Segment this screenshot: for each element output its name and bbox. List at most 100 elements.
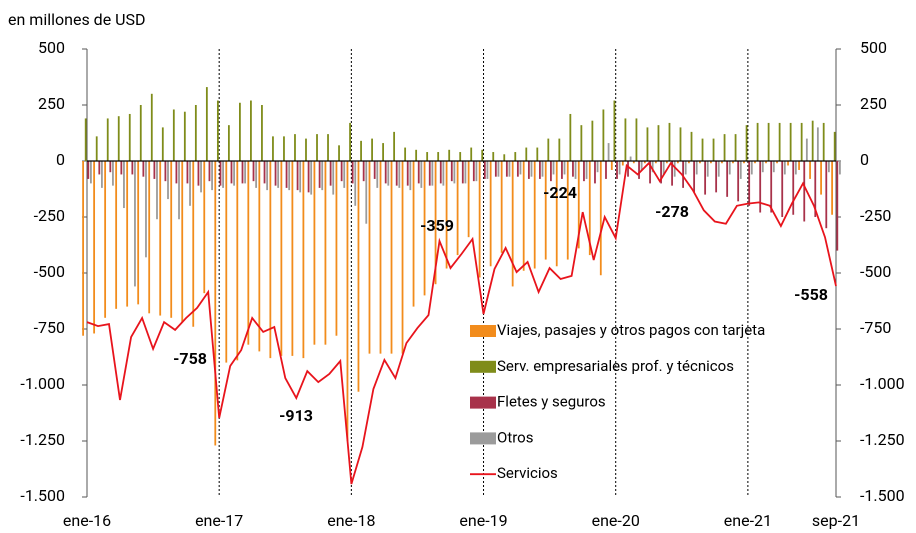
bar (778, 122, 781, 161)
bar (754, 161, 756, 164)
bar (161, 127, 164, 161)
bar (112, 161, 114, 186)
bar (390, 161, 393, 354)
bar (676, 161, 679, 164)
bar (737, 161, 740, 202)
bar (690, 131, 693, 161)
bar (827, 161, 830, 173)
bar (489, 161, 492, 267)
bar (197, 161, 200, 186)
bar (599, 161, 602, 276)
bar (643, 161, 646, 164)
bar (335, 161, 338, 336)
bar (723, 134, 726, 161)
bar (561, 161, 563, 179)
bar (805, 138, 808, 161)
bar (621, 161, 624, 166)
bar (825, 161, 828, 229)
bar (743, 161, 745, 164)
bar (142, 161, 145, 177)
bar (552, 161, 555, 175)
bar (717, 161, 720, 177)
bar (555, 161, 558, 267)
x-tick-label: ene-19 (459, 511, 507, 530)
legend-swatch (470, 396, 496, 409)
bar (299, 161, 302, 193)
bar (294, 134, 296, 161)
bar (710, 161, 712, 164)
bar (525, 147, 528, 161)
bar (95, 136, 98, 161)
bar (354, 161, 357, 206)
bar (109, 161, 112, 173)
bar (115, 161, 118, 309)
bar (478, 161, 481, 278)
bar (324, 161, 327, 345)
bar (591, 120, 594, 161)
bar (640, 161, 643, 170)
bar (809, 161, 811, 179)
bar (203, 161, 206, 294)
bar (820, 161, 822, 195)
bar (833, 131, 836, 161)
bar (776, 161, 778, 164)
bar (684, 161, 687, 175)
bar (783, 161, 786, 175)
bar (673, 161, 676, 177)
bar (583, 161, 585, 182)
bar (117, 116, 120, 161)
bar (227, 125, 230, 161)
bar (318, 161, 321, 188)
bar (139, 105, 142, 161)
bar (497, 161, 500, 177)
bar (283, 136, 285, 161)
bar (269, 161, 272, 359)
bar (483, 161, 486, 179)
bar (247, 161, 250, 345)
bar (503, 154, 506, 161)
bar (104, 161, 107, 318)
bar (781, 161, 784, 217)
bar (128, 113, 131, 161)
bar (150, 93, 153, 161)
bar (98, 161, 101, 175)
bar (82, 161, 84, 336)
bar (131, 161, 134, 175)
bar (577, 161, 580, 249)
y2-tick-label: 500 (860, 38, 887, 57)
bar (547, 138, 550, 161)
bar (437, 152, 440, 161)
bar (671, 161, 673, 186)
bar (767, 122, 770, 161)
x-tick-label: ene-17 (195, 511, 243, 530)
x-tick-label: ene-20 (592, 511, 640, 530)
bar (618, 161, 621, 175)
bar (200, 161, 202, 193)
bar (252, 161, 255, 182)
bar (688, 161, 690, 164)
bar (792, 161, 795, 215)
bar (409, 161, 412, 191)
bar (439, 161, 442, 184)
y-tick-label: 0 (56, 150, 65, 169)
bar (261, 105, 263, 161)
bar (511, 161, 514, 287)
bar (417, 161, 420, 184)
bar (313, 161, 316, 345)
bar (415, 149, 418, 161)
bar (379, 161, 382, 354)
bar (167, 161, 169, 200)
y2-tick-label: 0 (860, 150, 869, 169)
bar (668, 122, 671, 161)
bar (651, 161, 654, 173)
bar (288, 161, 291, 191)
bar (327, 134, 329, 161)
bar (134, 161, 136, 287)
bar (522, 161, 525, 271)
legend-label: Fletes y seguros (497, 393, 606, 411)
bar (126, 161, 129, 307)
legend-swatch (470, 360, 496, 373)
bar (266, 161, 269, 191)
bar (406, 161, 409, 186)
legend-swatch (470, 432, 496, 445)
